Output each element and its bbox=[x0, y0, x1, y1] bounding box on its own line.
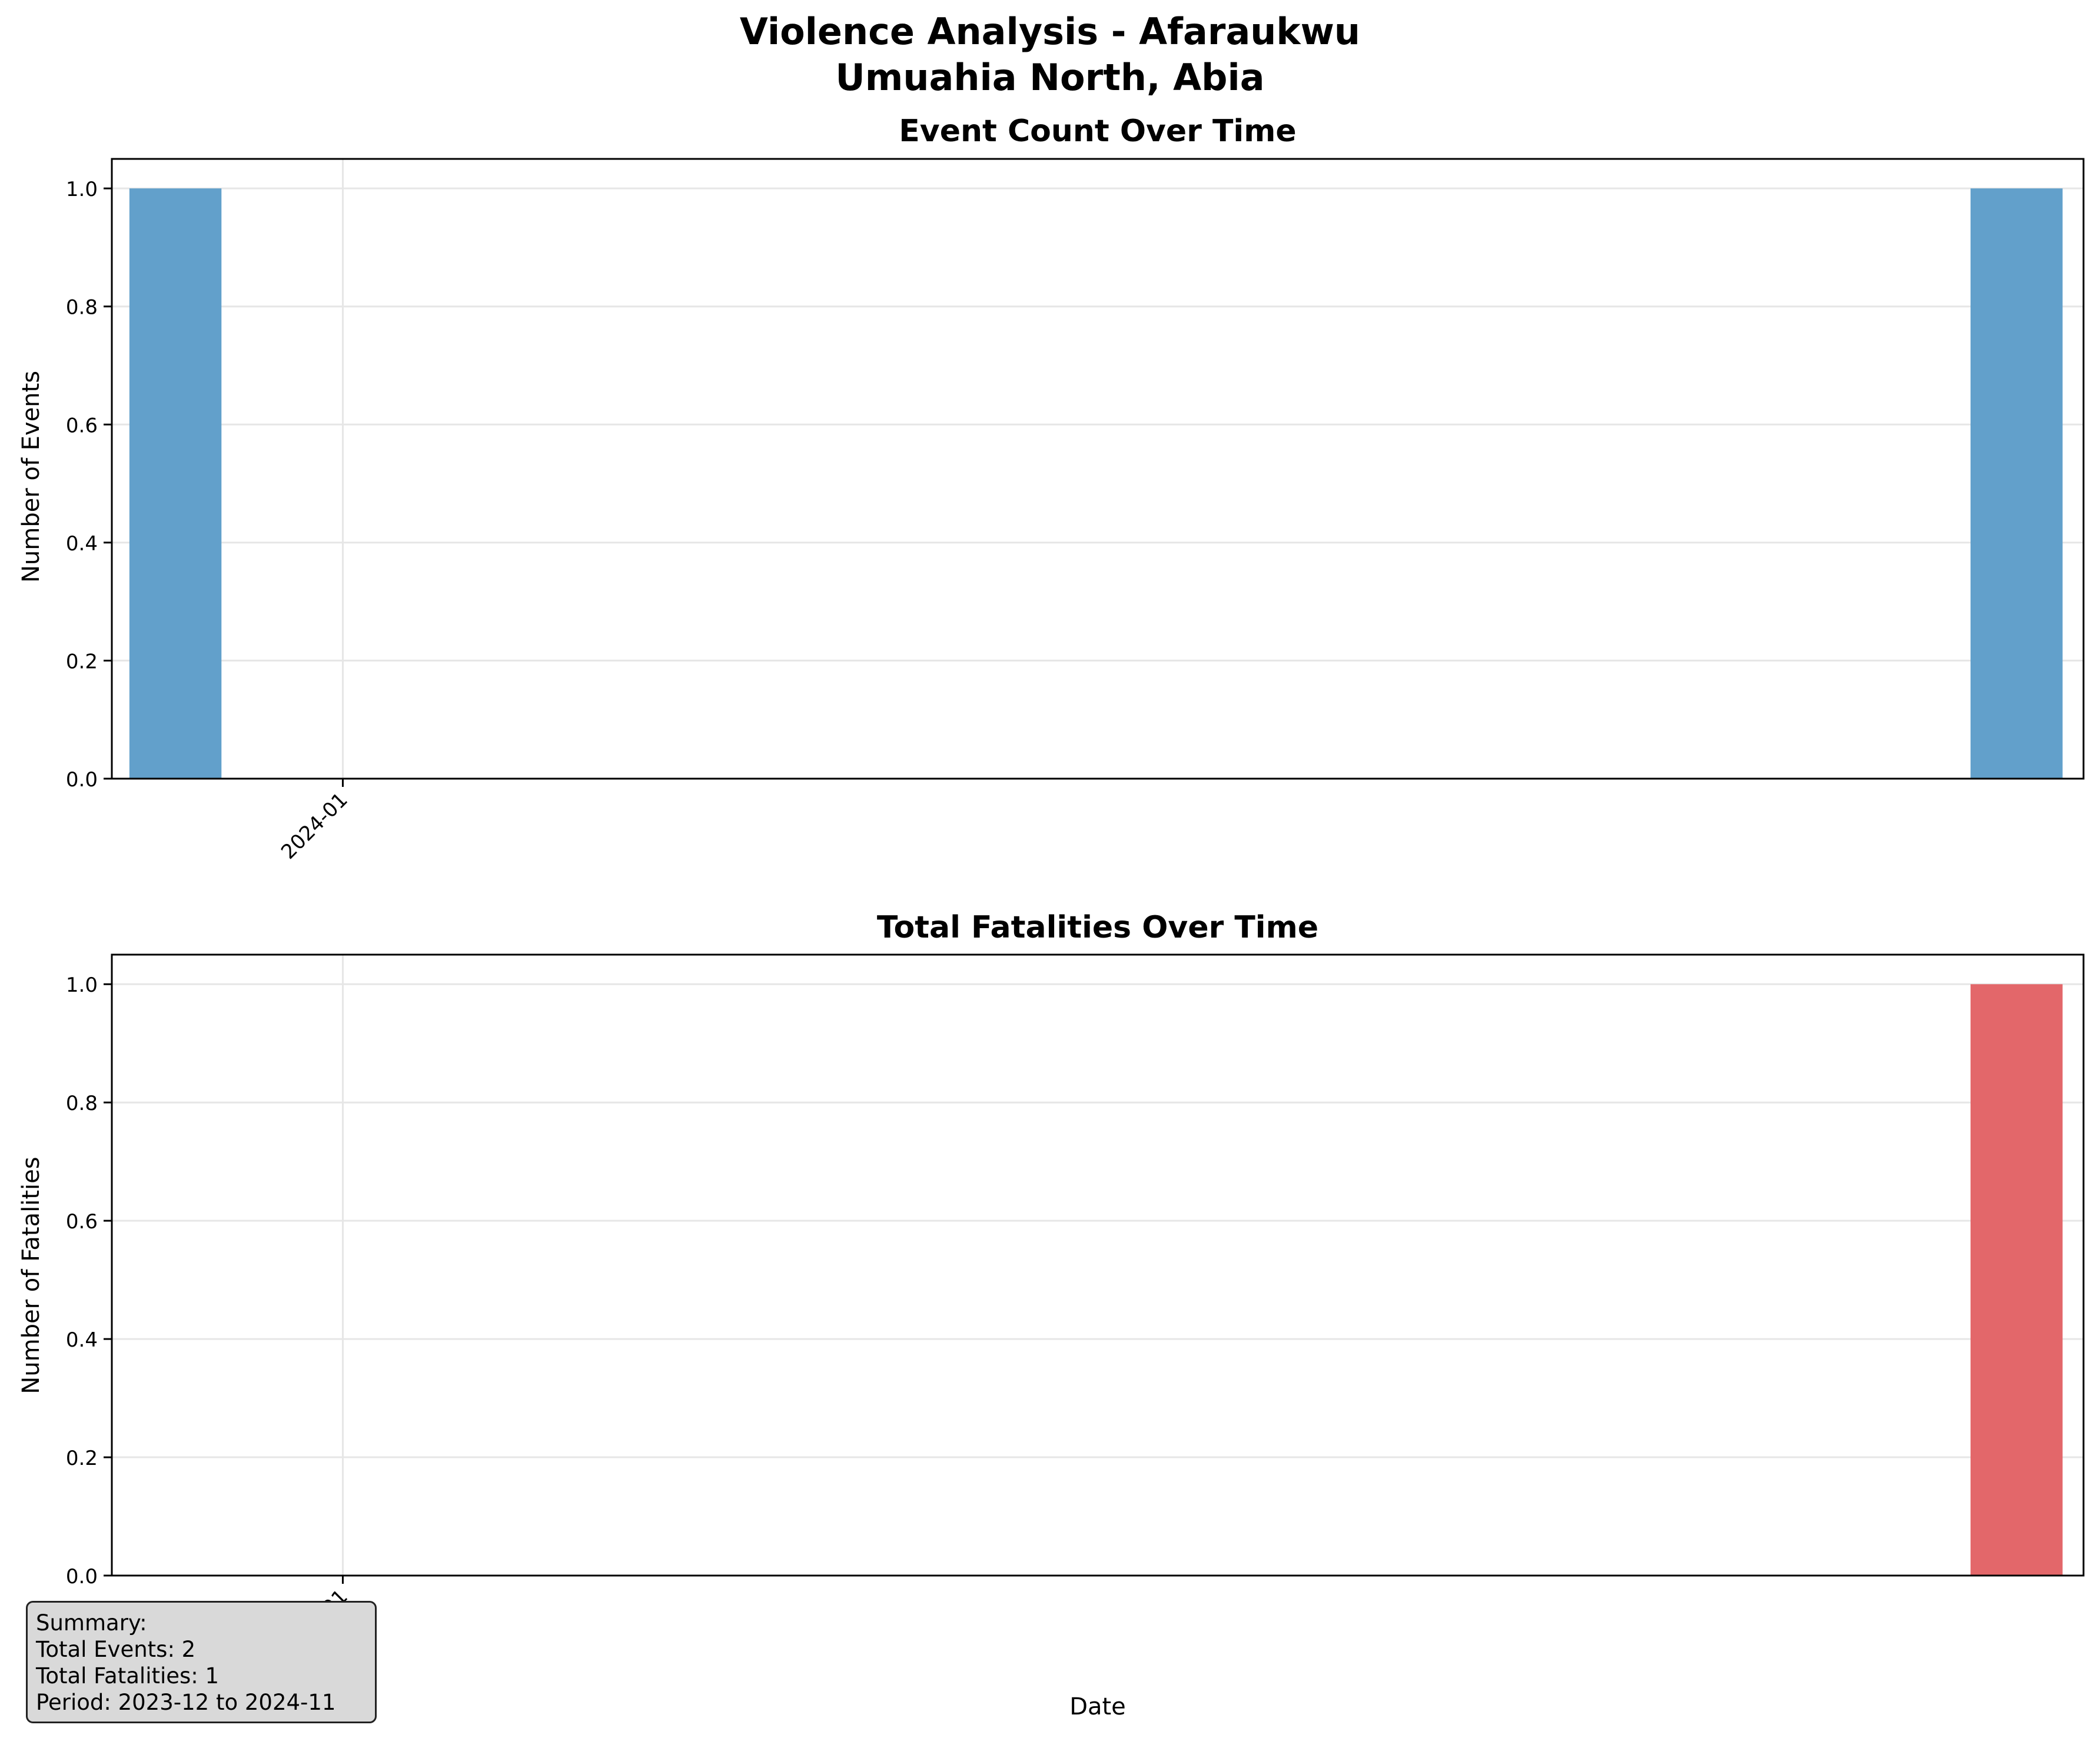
summary-heading: Summary: bbox=[36, 1610, 147, 1636]
y-tick-label: 1.0 bbox=[66, 178, 98, 201]
events-panel: Event Count Over Time Number of Events 0… bbox=[18, 114, 2085, 864]
figure-title-line1: Violence Analysis - Afaraukwu bbox=[740, 10, 1360, 53]
bar-2023-12 bbox=[129, 188, 222, 779]
events-plot-area: 0.0 0.2 0.4 0.6 0.8 1.0 2024-01 bbox=[66, 158, 2085, 864]
events-y-axis-label: Number of Events bbox=[18, 371, 45, 583]
x-tick-label: 2024-01 bbox=[277, 788, 353, 864]
axes-frame bbox=[111, 953, 2085, 1577]
axes-frame bbox=[111, 158, 2085, 780]
bar-2024-11 bbox=[1971, 188, 2063, 779]
y-tick-label: 0.2 bbox=[66, 650, 98, 673]
y-tick-label: 0.6 bbox=[66, 414, 98, 437]
y-tick-label: 0.4 bbox=[66, 532, 98, 556]
summary-total-events: Total Events: 2 bbox=[36, 1637, 196, 1662]
y-tick-label: 0.6 bbox=[66, 1210, 98, 1234]
y-tick-label: 1.0 bbox=[66, 973, 98, 997]
fatalities-y-axis-label: Number of Fatalities bbox=[18, 1157, 45, 1394]
summary-total-fatalities: Total Fatalities: 1 bbox=[36, 1663, 220, 1689]
fatalities-x-axis-label: Date bbox=[1069, 1693, 1126, 1720]
summary-box: Summary: Total Events: 2 Total Fatalitie… bbox=[26, 1601, 377, 1723]
fatalities-chart-title: Total Fatalities Over Time bbox=[877, 910, 1318, 945]
y-tick-label: 0.0 bbox=[66, 768, 98, 792]
y-tick-label: 0.0 bbox=[66, 1565, 98, 1589]
y-tick-label: 0.8 bbox=[66, 1092, 98, 1115]
y-tick-label: 0.4 bbox=[66, 1328, 98, 1352]
summary-period: Period: 2023-12 to 2024-11 bbox=[36, 1690, 336, 1715]
bar-2024-11 bbox=[1971, 984, 2063, 1576]
y-tick-label: 0.8 bbox=[66, 296, 98, 320]
figure-title-line2: Umuahia North, Abia bbox=[835, 56, 1264, 99]
fatalities-panel: Total Fatalities Over Time Number of Fat… bbox=[18, 910, 2085, 1720]
y-tick-label: 0.2 bbox=[66, 1447, 98, 1470]
events-chart-title: Event Count Over Time bbox=[899, 114, 1296, 149]
